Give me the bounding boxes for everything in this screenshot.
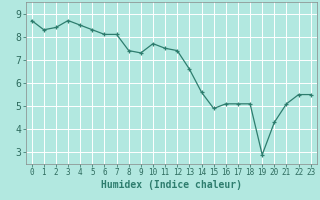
- X-axis label: Humidex (Indice chaleur): Humidex (Indice chaleur): [101, 180, 242, 190]
